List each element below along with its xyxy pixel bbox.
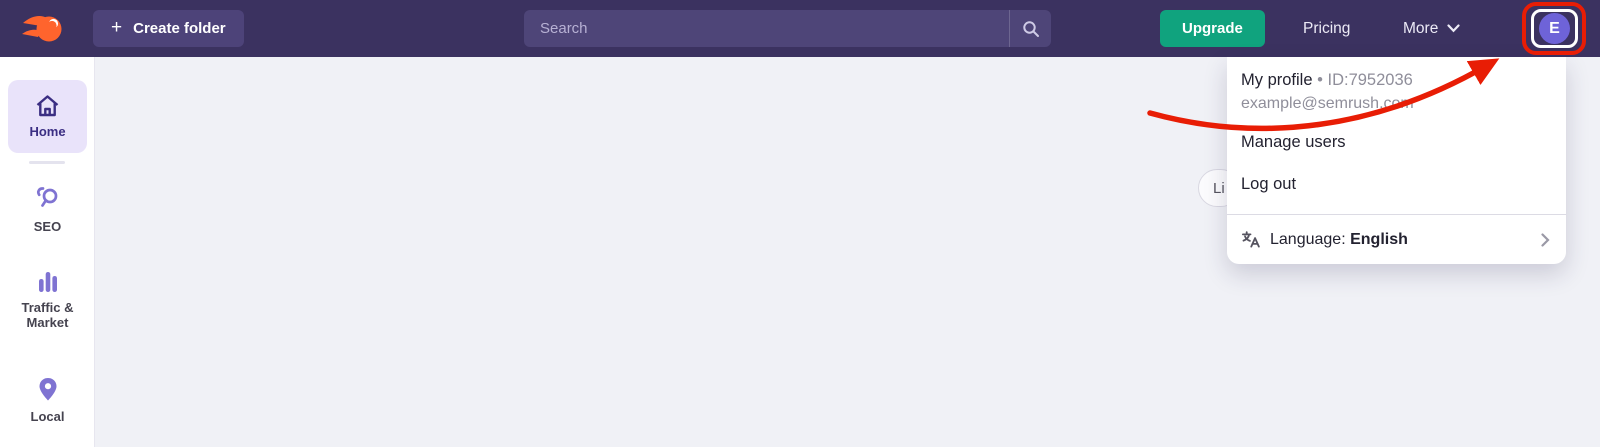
search-bar [524,10,1051,47]
create-folder-label: Create folder [133,20,226,37]
nav-pricing-link[interactable]: Pricing [1303,19,1351,37]
more-label: More [1403,19,1439,37]
sidebar-traffic-market-label: Traffic & Market [21,300,74,330]
home-icon [36,95,59,117]
create-folder-button[interactable]: + Create folder [93,10,244,47]
sidebar-seo-label: SEO [33,219,62,234]
list-toggle-label: Li [1213,179,1225,197]
menu-item-manage-users[interactable]: Manage users [1241,133,1346,151]
sidebar-home-label: Home [29,124,66,139]
sidebar-divider [29,161,65,164]
search-icon[interactable] [1010,10,1051,47]
my-profile-label: My profile [1241,71,1313,89]
seo-icon [37,187,58,207]
menu-item-language[interactable]: Language: English [1227,215,1566,264]
sidebar-item-local[interactable]: Local [0,377,95,424]
language-value: English [1350,230,1408,248]
chevron-down-icon [1447,24,1460,33]
chevron-right-icon [1541,232,1550,247]
avatar-initial: E [1539,13,1570,44]
user-id: ID:7952036 [1327,71,1413,89]
sidebar-item-seo[interactable]: SEO [0,184,95,234]
separator-dot: • [1317,71,1323,89]
sidebar-item-traffic-market[interactable]: Traffic & Market [0,270,95,330]
top-navbar: + Create folder Upgrade Pricing More [0,0,1600,57]
language-label: Language: English [1270,230,1408,248]
sidebar-item-home[interactable]: Home [8,80,87,153]
user-email: example@semrush.com [1241,95,1414,112]
translate-icon [1241,231,1260,248]
profile-dropdown-menu: My profile • ID:7952036 example@semrush.… [1227,57,1566,264]
menu-item-my-profile[interactable]: My profile • ID:7952036 example@semrush.… [1241,68,1414,116]
menu-item-log-out[interactable]: Log out [1241,175,1297,193]
upgrade-button[interactable]: Upgrade [1160,10,1265,47]
map-pin-icon [39,378,56,401]
bar-chart-icon [38,272,57,292]
sidebar: Home SEO Traffic & Market Local [0,57,95,447]
search-input[interactable] [524,10,1009,47]
menu-divider [1227,214,1566,215]
search-divider [1009,10,1010,47]
sidebar-local-label: Local [30,409,65,424]
user-avatar[interactable]: E [1531,9,1578,48]
nav-more-menu[interactable]: More [1403,0,1460,57]
semrush-logo-icon[interactable] [22,10,64,47]
plus-icon: + [111,17,123,38]
